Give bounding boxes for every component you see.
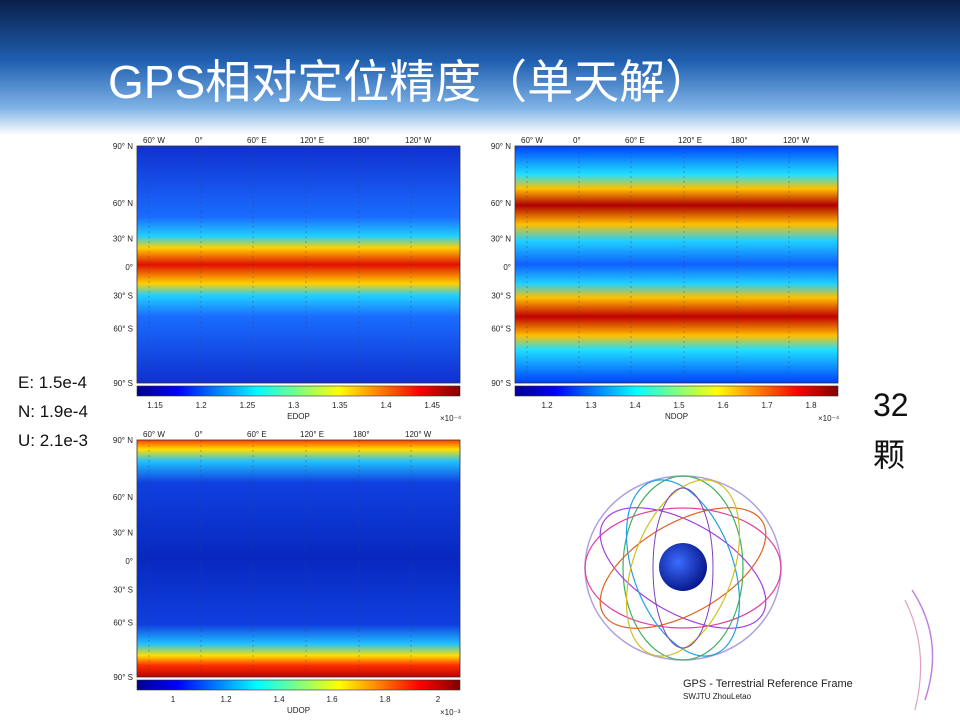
colorbar-exponent: ×10⁻³ — [440, 708, 461, 717]
lon-label: 120° E — [678, 136, 702, 145]
colorbar-tick-label: 1.35 — [332, 401, 348, 410]
precision-stat: E: 1.5e-4 — [18, 373, 87, 392]
colorbar-label: EDOP — [287, 412, 310, 421]
orbit-caption: GPS - Terrestrial Reference Frame — [683, 678, 853, 690]
lat-label: 90° S — [113, 673, 133, 682]
lon-label: 120° E — [300, 430, 324, 439]
slide-title: GPS相对定位精度（单天解） — [108, 56, 711, 108]
lon-label: 120° W — [783, 136, 810, 145]
colorbar-label: UDOP — [287, 706, 310, 715]
lat-label: 0° — [125, 263, 133, 272]
lon-label: 120° W — [405, 430, 432, 439]
lat-label: 30° S — [491, 291, 511, 300]
lat-label: 0° — [125, 557, 133, 566]
colorbar-tick-label: 1 — [171, 695, 176, 704]
orbit-fragment — [904, 589, 934, 711]
colorbar — [136, 679, 461, 691]
lat-label: 90° S — [113, 379, 133, 388]
lat-label: 90° N — [491, 142, 511, 151]
colorbar-tick-label: 1.2 — [541, 401, 553, 410]
lon-label: 180° — [353, 430, 370, 439]
colorbar-tick-label: 2 — [436, 695, 441, 704]
colorbar-tick-label: 1.6 — [717, 401, 729, 410]
colorbar-label: NDOP — [665, 412, 688, 421]
heatmap — [136, 439, 461, 678]
lat-label: 30° N — [113, 234, 133, 243]
lon-label: 60° W — [143, 136, 165, 145]
header-background — [0, 0, 960, 135]
satellite-count: 32 — [873, 387, 909, 423]
lon-label: 0° — [573, 136, 581, 145]
lon-label: 60° E — [625, 136, 645, 145]
colorbar — [514, 385, 839, 397]
colorbar-tick-label: 1.4 — [273, 695, 285, 704]
lat-label: 0° — [503, 263, 511, 272]
heatmap — [514, 145, 839, 384]
colorbar-tick-label: 1.8 — [379, 695, 391, 704]
orbit-figure — [584, 475, 782, 661]
lon-label: 0° — [195, 430, 203, 439]
lat-label: 30° N — [491, 234, 511, 243]
orbit-credit: SWJTU ZhouLetao — [683, 692, 752, 701]
colorbar-tick-label: 1.3 — [585, 401, 597, 410]
lat-label: 60° N — [113, 199, 133, 208]
lat-label: 60° N — [491, 199, 511, 208]
lat-label: 60° S — [113, 618, 133, 627]
lon-label: 180° — [731, 136, 748, 145]
colorbar-tick-label: 1.25 — [240, 401, 256, 410]
precision-stat: N: 1.9e-4 — [18, 402, 88, 421]
colorbar-exponent: ×10⁻⁴ — [818, 414, 840, 423]
colorbar-tick-label: 1.6 — [326, 695, 338, 704]
lat-label: 60° S — [113, 324, 133, 333]
lat-label: 60° N — [113, 493, 133, 502]
lon-label: 180° — [353, 136, 370, 145]
colorbar-tick-label: 1.2 — [220, 695, 232, 704]
colorbar-tick-label: 1.7 — [761, 401, 773, 410]
colorbar-tick-label: 1.8 — [805, 401, 817, 410]
lat-label: 60° S — [491, 324, 511, 333]
lon-label: 60° W — [521, 136, 543, 145]
lon-label: 60° W — [143, 430, 165, 439]
lon-label: 120° E — [300, 136, 324, 145]
lat-label: 30° S — [113, 585, 133, 594]
colorbar-tick-label: 1.45 — [424, 401, 440, 410]
colorbar-exponent: ×10⁻⁴ — [440, 414, 462, 423]
colorbar-tick-label: 1.15 — [147, 401, 163, 410]
lon-label: 120° W — [405, 136, 432, 145]
lat-label: 90° N — [113, 436, 133, 445]
lat-label: 90° N — [113, 142, 133, 151]
colorbar-tick-label: 1.4 — [629, 401, 641, 410]
lon-label: 0° — [195, 136, 203, 145]
heatmap — [136, 145, 461, 384]
colorbar-tick-label: 1.2 — [196, 401, 208, 410]
lat-label: 90° S — [491, 379, 511, 388]
colorbar-tick-label: 1.4 — [380, 401, 392, 410]
satellite-unit: 颗 — [873, 437, 905, 473]
lon-label: 60° E — [247, 136, 267, 145]
precision-stat: U: 2.1e-3 — [18, 431, 88, 450]
colorbar-tick-label: 1.3 — [288, 401, 300, 410]
lon-label: 60° E — [247, 430, 267, 439]
lat-label: 30° N — [113, 528, 133, 537]
lat-label: 30° S — [113, 291, 133, 300]
colorbar — [136, 385, 461, 397]
colorbar-tick-label: 1.5 — [673, 401, 685, 410]
